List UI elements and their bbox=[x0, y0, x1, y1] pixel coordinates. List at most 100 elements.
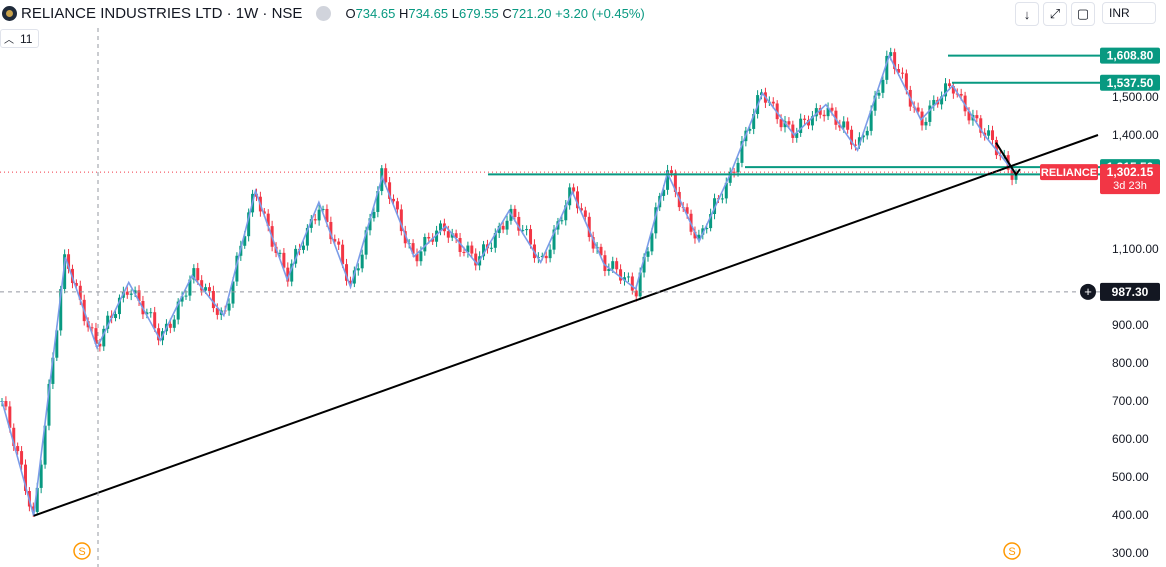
candle-body bbox=[427, 237, 431, 239]
candle-body bbox=[666, 170, 670, 190]
candle-body bbox=[548, 249, 552, 259]
candle-body bbox=[994, 140, 998, 156]
expand-icon[interactable]: ⤢ bbox=[1043, 2, 1067, 26]
candle-body bbox=[877, 92, 881, 96]
candle-body bbox=[861, 135, 865, 138]
candle-body bbox=[364, 230, 368, 255]
last-price-tag bbox=[1100, 164, 1160, 195]
candle-body bbox=[423, 237, 427, 252]
candle-body bbox=[799, 118, 803, 134]
candle-body bbox=[184, 295, 188, 297]
add-alert-icon bbox=[1080, 283, 1096, 300]
candle-body bbox=[599, 246, 603, 256]
candle-body bbox=[352, 270, 356, 284]
candle-body bbox=[290, 263, 294, 282]
symbol-title[interactable]: RELIANCE INDUSTRIES LTD · 1W · NSE bbox=[21, 4, 303, 22]
candle-body bbox=[227, 303, 231, 311]
candle-body bbox=[728, 171, 732, 183]
candle-body bbox=[963, 95, 967, 112]
candle-body bbox=[724, 182, 728, 199]
crosshair-tag bbox=[1100, 282, 1160, 301]
price-tick-label: 300.00 bbox=[1112, 546, 1149, 560]
split-marker-icon bbox=[73, 542, 91, 560]
candle-body bbox=[431, 238, 435, 242]
candle-body bbox=[63, 254, 67, 290]
candle-body bbox=[501, 225, 505, 230]
candle-body bbox=[842, 121, 846, 128]
candle-body bbox=[90, 327, 94, 329]
trendline-layer bbox=[33, 134, 1099, 517]
candle-body bbox=[497, 225, 501, 234]
candle-body bbox=[20, 451, 24, 465]
candle-body bbox=[188, 279, 192, 296]
candle-body bbox=[940, 96, 944, 105]
candle-body bbox=[928, 105, 932, 122]
candle-body bbox=[838, 124, 842, 128]
candle-body bbox=[317, 209, 321, 221]
price-tick-label: 1,100.00 bbox=[1112, 242, 1159, 256]
candle-body bbox=[646, 251, 650, 257]
candle-body bbox=[462, 251, 466, 253]
candle-body bbox=[321, 208, 325, 210]
close-value: 721.20 bbox=[511, 5, 552, 21]
close-label: C bbox=[502, 5, 512, 21]
candle-body bbox=[55, 330, 59, 358]
candle-body bbox=[810, 116, 814, 126]
candle-body bbox=[513, 208, 517, 217]
candle-body bbox=[791, 124, 795, 138]
candle-body bbox=[846, 121, 850, 130]
candle-body bbox=[803, 118, 807, 120]
candle-body bbox=[114, 314, 118, 319]
price-path-arrow bbox=[995, 142, 1021, 177]
candle-body bbox=[12, 427, 16, 447]
arrow-down-icon[interactable]: ↓ bbox=[1015, 2, 1039, 26]
price-tick-label: 800.00 bbox=[1112, 356, 1149, 370]
candle-body bbox=[693, 231, 697, 239]
candle-body bbox=[493, 233, 497, 248]
candle-body bbox=[771, 101, 775, 104]
low-label: L bbox=[451, 5, 459, 21]
candle-body bbox=[282, 252, 286, 268]
candle-body bbox=[341, 244, 345, 265]
candle-body bbox=[168, 323, 172, 328]
screenshot-icon[interactable]: ▢ bbox=[1071, 2, 1095, 26]
candle-body bbox=[305, 227, 309, 246]
candle-body bbox=[873, 95, 877, 111]
candle-body bbox=[446, 231, 450, 238]
currency-select[interactable]: INR bbox=[1102, 2, 1156, 24]
candle-body bbox=[435, 230, 439, 242]
candle-body bbox=[822, 114, 826, 117]
candle-body bbox=[145, 312, 149, 315]
last-price-label: 1,302.15 bbox=[1107, 165, 1154, 179]
candle-body bbox=[916, 107, 920, 112]
candle-body bbox=[685, 207, 689, 214]
candle-body bbox=[669, 170, 673, 174]
candle-body bbox=[525, 229, 529, 231]
candle-body bbox=[830, 107, 834, 111]
eye-icon[interactable] bbox=[316, 5, 332, 21]
candle-body bbox=[301, 245, 305, 250]
candle-body bbox=[853, 144, 857, 146]
candle-body bbox=[74, 283, 78, 286]
indicator-legend[interactable]: ︿ 11 bbox=[0, 29, 40, 48]
candle-body bbox=[411, 243, 415, 254]
symbol-tag-label: RELIANCE bbox=[1041, 167, 1097, 179]
candle-body bbox=[807, 119, 811, 126]
candle-body bbox=[313, 219, 317, 221]
low-value: 679.55 bbox=[458, 5, 499, 21]
open-value: 734.65 bbox=[355, 5, 396, 21]
candle-body bbox=[231, 281, 235, 304]
candle-body bbox=[564, 205, 568, 221]
candle-body bbox=[654, 207, 658, 234]
candle-body bbox=[470, 245, 474, 254]
chevron-up-icon[interactable]: ︿ bbox=[4, 35, 14, 46]
candle-body bbox=[360, 254, 364, 269]
candle-body bbox=[215, 308, 219, 315]
candle-body bbox=[967, 111, 971, 121]
split-marker-icon bbox=[1003, 542, 1021, 560]
candle-body bbox=[157, 328, 161, 341]
candle-body bbox=[634, 290, 638, 297]
candle-body bbox=[133, 290, 137, 294]
candle-body bbox=[102, 328, 106, 347]
